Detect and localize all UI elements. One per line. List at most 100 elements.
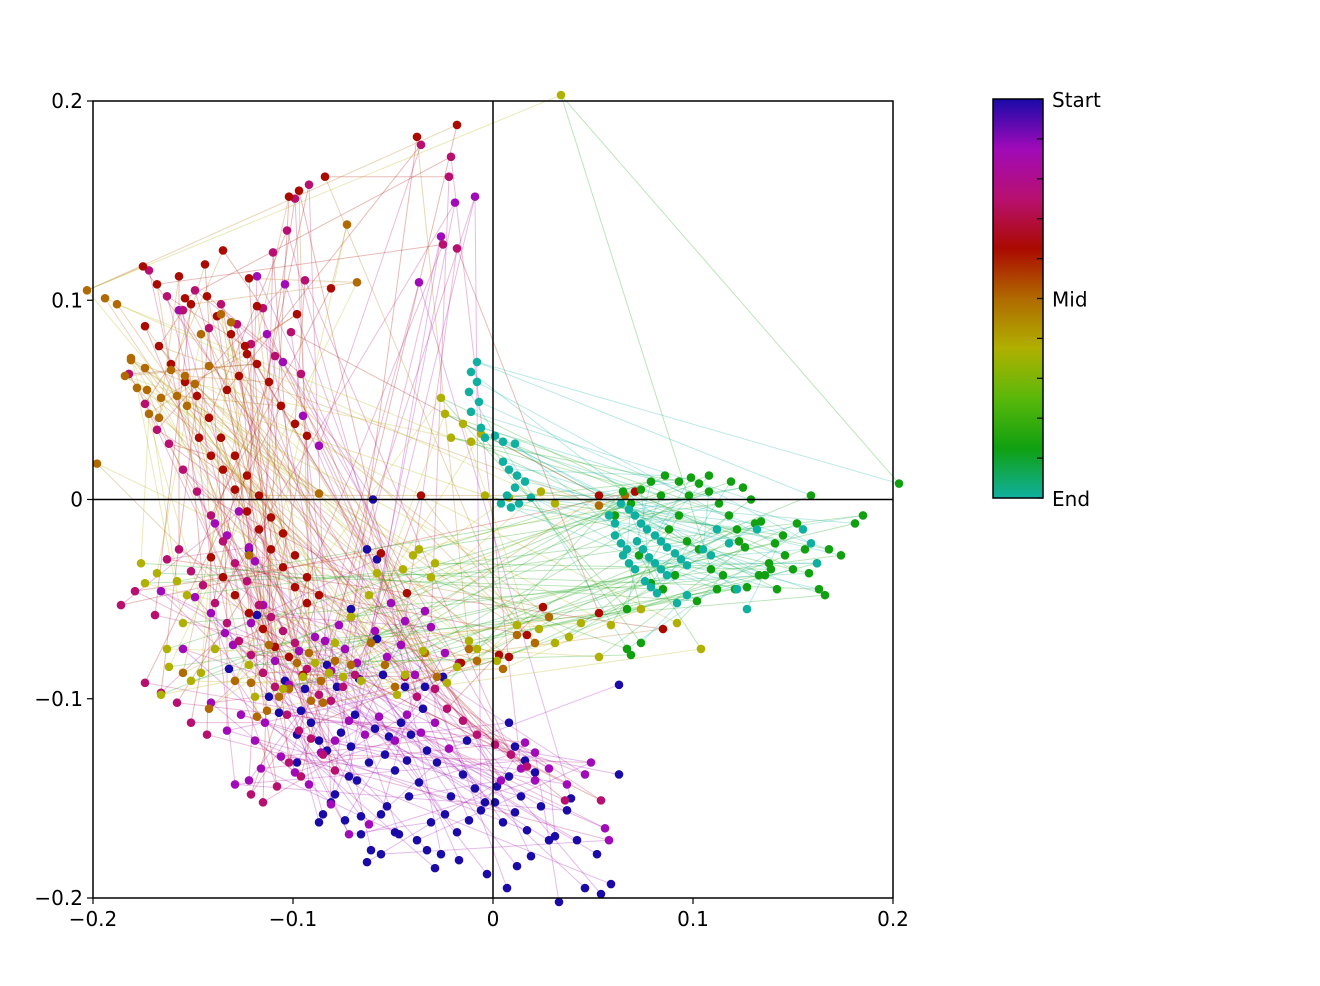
data-point — [252, 610, 262, 620]
trajectory-segment — [190, 570, 380, 718]
data-point — [294, 726, 304, 735]
data-point — [724, 511, 734, 520]
data-point — [344, 829, 354, 839]
data-point — [196, 668, 206, 678]
data-point — [512, 471, 522, 480]
data-point — [202, 730, 212, 739]
data-point — [276, 401, 286, 411]
trajectory-segment — [248, 612, 278, 787]
data-point — [600, 823, 610, 833]
data-point — [364, 819, 374, 829]
trajectory-segment — [302, 415, 470, 821]
trajectory-segment — [220, 437, 284, 632]
data-point — [222, 726, 232, 735]
trajectory-segment — [166, 648, 310, 654]
data-point — [606, 879, 616, 889]
trajectory-segment — [306, 435, 310, 653]
data-point — [704, 487, 714, 496]
data-point — [226, 317, 236, 327]
trajectory-segment — [144, 682, 422, 734]
data-point — [164, 439, 174, 449]
trajectory-segment — [270, 616, 550, 769]
data-point — [126, 353, 136, 363]
trajectory-segment — [302, 489, 642, 678]
trajectory-segment — [296, 734, 350, 835]
data-point — [466, 367, 476, 377]
trajectory-segment — [638, 554, 662, 570]
data-point — [318, 750, 328, 759]
data-point — [338, 682, 348, 692]
data-point — [306, 734, 316, 743]
data-point — [522, 762, 532, 771]
trajectory-segment — [130, 359, 186, 383]
data-point — [656, 491, 666, 500]
data-point — [380, 660, 390, 670]
data-point — [290, 419, 300, 429]
data-point — [240, 341, 250, 351]
data-point — [270, 656, 280, 666]
data-point — [254, 600, 264, 610]
data-point — [596, 889, 606, 899]
data-point — [466, 437, 476, 447]
trajectory-segment — [334, 620, 406, 795]
data-point — [778, 531, 788, 540]
data-point — [304, 180, 314, 189]
trajectory-segment — [184, 375, 270, 383]
data-point — [340, 644, 350, 654]
data-point — [340, 815, 350, 825]
trajectory-segment — [640, 489, 652, 588]
data-point — [562, 780, 572, 789]
data-point — [284, 192, 294, 201]
data-point — [204, 361, 214, 371]
trajectory-segment — [238, 375, 332, 701]
data-point — [440, 810, 450, 819]
colorbar: Start Mid End — [992, 88, 1101, 511]
data-point — [530, 768, 540, 777]
trajectory-segment — [654, 477, 692, 536]
data-point — [152, 568, 162, 578]
data-point — [464, 387, 474, 397]
trajectory-segment — [620, 542, 820, 590]
data-point — [376, 810, 386, 819]
data-point — [430, 863, 440, 873]
data-point — [636, 638, 646, 648]
data-point — [336, 728, 346, 737]
data-point — [586, 758, 596, 767]
data-point — [536, 802, 546, 811]
trajectory-segment — [250, 622, 358, 781]
trajectory-segment — [182, 568, 404, 674]
data-point — [182, 401, 192, 411]
trajectory-segment — [420, 495, 536, 644]
trajectory-segment — [548, 768, 556, 837]
data-point — [440, 409, 450, 419]
data-point — [266, 513, 276, 522]
data-point — [662, 543, 672, 552]
trajectory-segment — [646, 495, 662, 530]
data-point — [282, 710, 292, 719]
data-point — [296, 772, 306, 781]
data-point — [440, 648, 450, 658]
data-point — [306, 696, 316, 706]
trajectory-segment — [516, 582, 652, 626]
data-point — [438, 240, 448, 249]
trajectory-segment — [476, 361, 900, 485]
data-point — [246, 678, 256, 688]
data-point — [266, 545, 276, 554]
data-point — [416, 491, 426, 500]
data-point — [734, 537, 744, 546]
trajectory-segment — [494, 435, 688, 542]
trajectory-segment — [186, 405, 398, 696]
data-point — [210, 644, 220, 654]
trajectory-segment — [470, 371, 700, 550]
data-point — [618, 487, 628, 496]
trajectory-segment — [154, 614, 358, 664]
trajectory-segment — [280, 734, 478, 758]
trajectory-segment — [250, 594, 320, 684]
trajectory-segment — [396, 548, 806, 696]
data-point — [116, 600, 126, 610]
data-point — [178, 305, 188, 315]
data-point — [544, 764, 554, 773]
data-point — [398, 564, 408, 574]
trajectory-segment — [474, 196, 482, 811]
